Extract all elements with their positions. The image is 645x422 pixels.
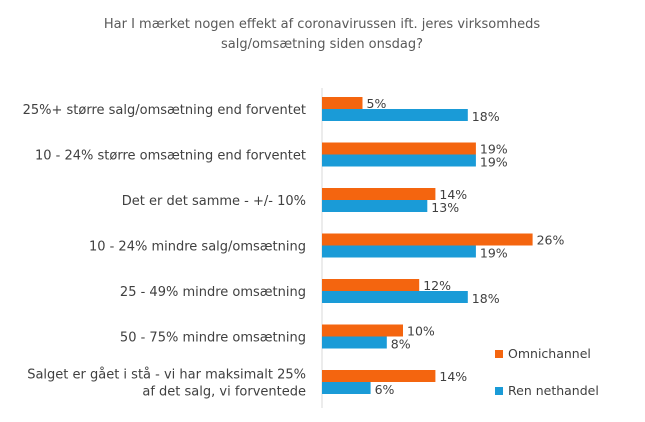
bar-ren-nethandel — [322, 382, 371, 394]
legend-label: Ren nethandel — [508, 383, 599, 398]
category-label: Det er det samme - +/- 10% — [122, 194, 306, 209]
data-label: 18% — [472, 291, 500, 306]
bar-omnichannel — [322, 279, 420, 291]
data-label: 18% — [472, 109, 500, 124]
data-label: 10% — [407, 324, 435, 339]
bar-ren-nethandel — [322, 109, 468, 121]
data-label: 26% — [537, 233, 565, 248]
bar-omnichannel — [322, 370, 436, 382]
category-label: 25 - 49% mindre omsætning — [120, 285, 306, 300]
data-label: 6% — [375, 382, 395, 397]
chart-title-line: Har I mærket nogen effekt af coronavirus… — [104, 17, 541, 32]
category-label: 25%+ større salg/omsætning end forventet — [23, 103, 306, 118]
bar-ren-nethandel — [322, 336, 387, 349]
bars — [322, 97, 533, 394]
category-label: Salget er gået i stå - vi har maksimalt … — [27, 368, 306, 383]
data-label: 13% — [431, 200, 459, 215]
data-label: 19% — [480, 246, 508, 261]
bar-omnichannel — [322, 324, 403, 337]
legend-label: Omnichannel — [508, 346, 591, 361]
category-label: 10 - 24% mindre salg/omsætning — [89, 240, 306, 255]
chart-title: Har I mærket nogen effekt af coronavirus… — [104, 17, 541, 52]
bar-ren-nethandel — [322, 291, 468, 303]
category-label: 10 - 24% større omsætning end forventet — [35, 149, 306, 164]
data-label: 14% — [439, 369, 467, 384]
bar-omnichannel — [322, 142, 476, 155]
bar-omnichannel — [322, 188, 436, 200]
category-label: af det salg, vi forventede — [142, 385, 306, 400]
data-label: 19% — [480, 155, 508, 170]
legend-swatch — [495, 350, 503, 358]
bar-ren-nethandel — [322, 154, 476, 167]
data-label: 12% — [423, 278, 451, 293]
bar-ren-nethandel — [322, 200, 428, 212]
data-label: 5% — [367, 96, 387, 111]
chart-title-line: salg/omsætning siden onsdag? — [221, 37, 423, 52]
category-label: 50 - 75% mindre omsætning — [120, 331, 306, 346]
bar-omnichannel — [322, 97, 363, 109]
category-labels: 25%+ større salg/omsætning end forventet… — [23, 103, 306, 400]
data-label: 19% — [480, 142, 508, 157]
legend-swatch — [495, 387, 503, 395]
data-labels: 5% 19% 14% 26% 12% 10% 14% 18% 19% 13% 19% 18% 8% 6% — [367, 96, 565, 397]
bar-ren-nethandel — [322, 245, 476, 258]
bar-omnichannel — [322, 233, 533, 246]
data-label: 14% — [439, 187, 467, 202]
data-label: 8% — [391, 337, 411, 352]
legend: Omnichannel Ren nethandel — [495, 346, 599, 398]
